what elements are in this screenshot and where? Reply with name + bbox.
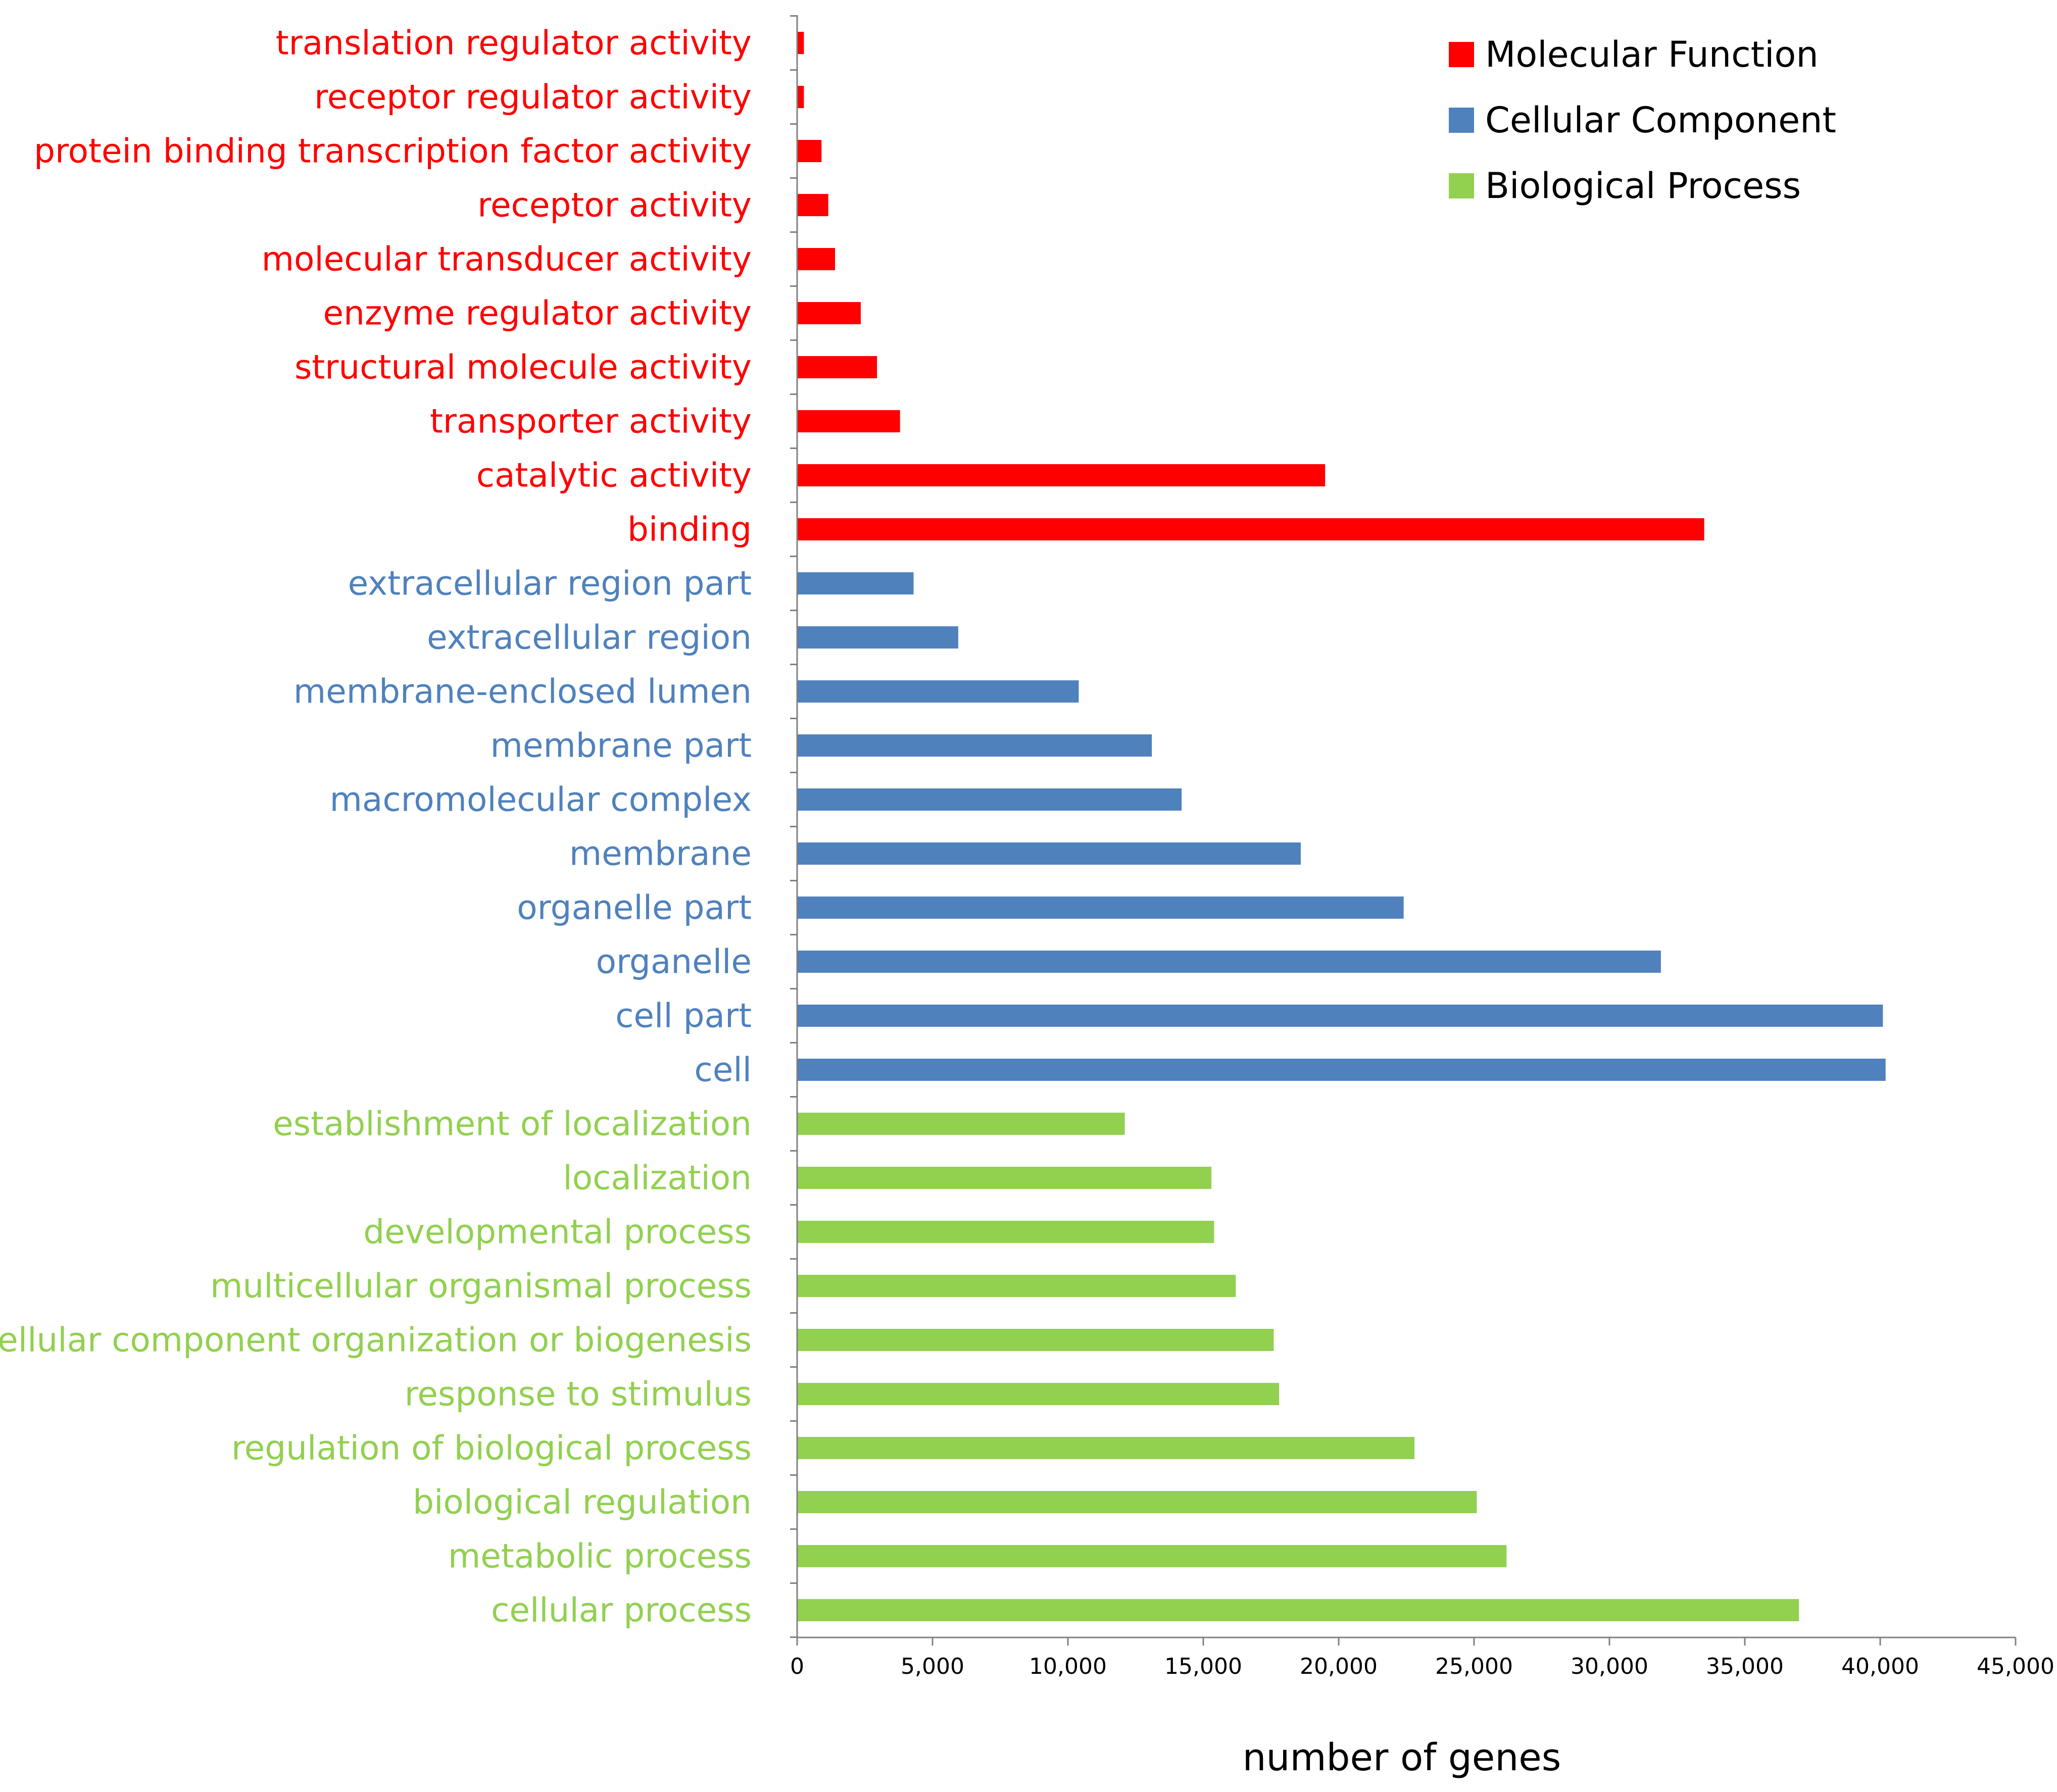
x-tick-label: 0 (790, 1654, 804, 1679)
bar-membrane (797, 842, 1301, 865)
bar-developmental-process (797, 1221, 1214, 1243)
category-label: extracellular region part (348, 564, 752, 603)
category-label: extracellular region (427, 618, 752, 657)
category-label: receptor activity (477, 186, 752, 225)
x-tick-label: 15,000 (1164, 1654, 1242, 1679)
legend-label-cellular-component: Cellular Component (1485, 99, 1836, 141)
category-label: metabolic process (448, 1537, 752, 1576)
bar-cell-part (797, 1005, 1883, 1027)
bar-multicellular-organismal-process (797, 1275, 1236, 1297)
category-label: enzyme regulator activity (323, 294, 752, 333)
axes: 0 5,000 10,000 15,000 20,000 25,000 30,000 35,0… (790, 15, 2054, 1779)
bar-membrane-enclosed-lumen (797, 680, 1079, 703)
category-label: biological regulation (413, 1483, 752, 1522)
bar-organelle (797, 951, 1661, 973)
category-label: molecular transducer activity (262, 240, 752, 279)
bar-enzyme-regulator-activity (797, 302, 861, 324)
bar-translation-regulator-activity (797, 32, 804, 54)
bar-binding (797, 518, 1704, 540)
bar-cell (797, 1059, 1886, 1081)
bar-structural-molecule-activity (797, 356, 877, 378)
category-label: developmental process (363, 1213, 752, 1252)
category-label: cell (694, 1051, 752, 1089)
bar-macromolecular-complex (797, 788, 1182, 811)
bar-catalytic-activity (797, 464, 1326, 486)
x-tick-label: 25,000 (1435, 1654, 1513, 1679)
category-label: cellular component organization or bioge… (0, 1321, 752, 1360)
bar-receptor-regulator-activity (797, 86, 804, 108)
legend-label-biological-process: Biological Process (1485, 165, 1801, 207)
x-tick-label: 5,000 (901, 1654, 964, 1679)
category-label: cellular process (491, 1591, 752, 1630)
bars-layer (797, 32, 1886, 1621)
x-axis-title: number of genes (1243, 1736, 1561, 1779)
category-label: regulation of biological process (231, 1429, 752, 1468)
category-label: membrane part (491, 726, 752, 765)
x-tick-label: 40,000 (1841, 1654, 1919, 1679)
x-tick-label: 20,000 (1300, 1654, 1378, 1679)
bar-transporter-activity (797, 410, 900, 432)
category-label: membrane (569, 834, 752, 873)
category-label: multicellular organismal process (210, 1267, 752, 1306)
bar-membrane-part (797, 734, 1152, 757)
bar-cellular-component-organization-or-biogenesis (797, 1329, 1274, 1351)
legend-label-molecular-function: Molecular Function (1485, 34, 1819, 75)
category-label: organelle (596, 942, 752, 981)
category-label: establishment of localization (273, 1105, 752, 1143)
bar-establishment-of-localization (797, 1113, 1125, 1135)
category-label: organelle part (517, 888, 752, 927)
category-label: localization (563, 1159, 752, 1198)
category-label: translation regulator activity (276, 24, 752, 63)
bar-organelle-part (797, 897, 1404, 919)
bar-response-to-stimulus (797, 1383, 1280, 1405)
legend-swatch-cellular-component (1449, 108, 1474, 133)
bar-extracellular-region-part (797, 572, 914, 594)
bar-localization (797, 1167, 1212, 1189)
bar-protein-binding-transcription-factor-activity (797, 140, 822, 162)
bar-regulation-of-biological-process (797, 1437, 1415, 1459)
category-label: cell part (615, 997, 752, 1035)
legend: Molecular Function Cellular Component Biol… (1449, 34, 1836, 207)
bar-molecular-transducer-activity (797, 248, 836, 270)
category-label: structural molecule activity (295, 348, 752, 387)
bar-metabolic-process (797, 1545, 1507, 1567)
legend-swatch-molecular-function (1449, 42, 1474, 67)
x-tick-label: 30,000 (1571, 1654, 1648, 1679)
x-tick-label: 35,000 (1706, 1654, 1784, 1679)
category-label: protein binding transcription factor act… (34, 132, 752, 171)
category-label: catalytic activity (476, 456, 752, 495)
category-label: macromolecular complex (330, 780, 752, 819)
category-labels: translation regulator activity receptor r… (0, 24, 752, 1630)
category-label: response to stimulus (405, 1375, 752, 1414)
legend-swatch-biological-process (1449, 173, 1474, 198)
bar-biological-regulation (797, 1491, 1477, 1513)
bar-cellular-process (797, 1599, 1799, 1621)
category-label: transporter activity (430, 402, 752, 441)
bar-extracellular-region (797, 626, 958, 649)
category-label: membrane-enclosed lumen (293, 672, 752, 711)
category-label: binding (627, 510, 752, 549)
category-label: receptor regulator activity (314, 78, 752, 117)
x-tick-label: 45,000 (1977, 1654, 2054, 1679)
bar-receptor-activity (797, 194, 828, 216)
x-tick-label: 10,000 (1029, 1654, 1107, 1679)
